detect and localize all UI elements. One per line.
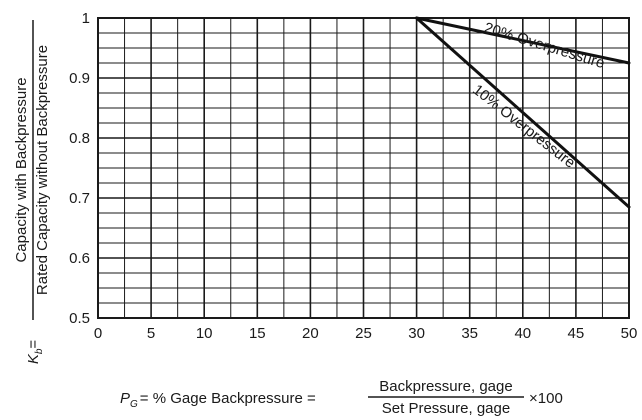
series-line-10-overpressure (415, 16, 631, 209)
x-tick-label: 20 (302, 325, 319, 342)
x-tick-label: 15 (249, 325, 266, 342)
plot-frame (97, 17, 630, 319)
series-label-10-overpressure: 10% Overpressure (469, 81, 578, 171)
y-tick-label: 0.5 (69, 310, 90, 327)
x-label-denominator: Set Pressure, gage (382, 400, 510, 417)
x-tick-label: 5 (147, 325, 155, 342)
y-label-subscript: b (34, 348, 45, 354)
x-label-numerator: Backpressure, gage (379, 378, 512, 395)
y-label-numerator: Capacity with Backpressure (13, 77, 30, 262)
grid-lines (97, 17, 630, 319)
x-tick-label: 45 (568, 325, 585, 342)
x-label-multiplier: ×100 (529, 390, 563, 407)
y-tick-label: 0.6 (69, 250, 90, 267)
y-label-symbol-k: K (25, 353, 42, 364)
x-label-symbol-p: P (120, 390, 130, 407)
svg-text:Kb=: Kb= (25, 340, 45, 365)
y-label-symbol: Kb= (25, 340, 45, 365)
series-line-20-overpressure (415, 16, 631, 65)
y-label-denominator: Rated Capacity without Backpressure (34, 45, 51, 295)
series-layer (415, 16, 631, 209)
series-label-20-overpressure: 20% Overpressure (482, 19, 607, 72)
x-axis-label: PG = % Gage Backpressure = Backpressure, … (120, 378, 563, 417)
svg-text:PG= % Gage Backpressure =: PG = % Gage Backpressure = (120, 390, 316, 410)
y-axis-label: Capacity with Backpressure Rated Capacit… (13, 20, 51, 320)
x-tick-label: 0 (94, 325, 102, 342)
x-tick-labels: 0 5 10 15 20 25 30 35 40 45 50 (94, 325, 638, 342)
y-tick-label: 0.9 (69, 70, 90, 87)
y-tick-label: 0.8 (69, 130, 90, 147)
x-label-lead: = % Gage Backpressure = (140, 390, 316, 407)
x-tick-label: 10 (196, 325, 213, 342)
x-tick-label: 50 (621, 325, 638, 342)
x-tick-label: 30 (408, 325, 425, 342)
x-tick-label: 40 (514, 325, 531, 342)
y-tick-label: 0.7 (69, 190, 90, 207)
x-tick-label: 25 (355, 325, 372, 342)
y-tick-label: 1 (82, 10, 90, 27)
y-tick-labels: 0.5 0.6 0.7 0.8 0.9 1 (69, 10, 90, 327)
y-label-equals: = (25, 340, 42, 349)
x-label-subscript: G (130, 399, 138, 410)
x-tick-label: 35 (461, 325, 478, 342)
